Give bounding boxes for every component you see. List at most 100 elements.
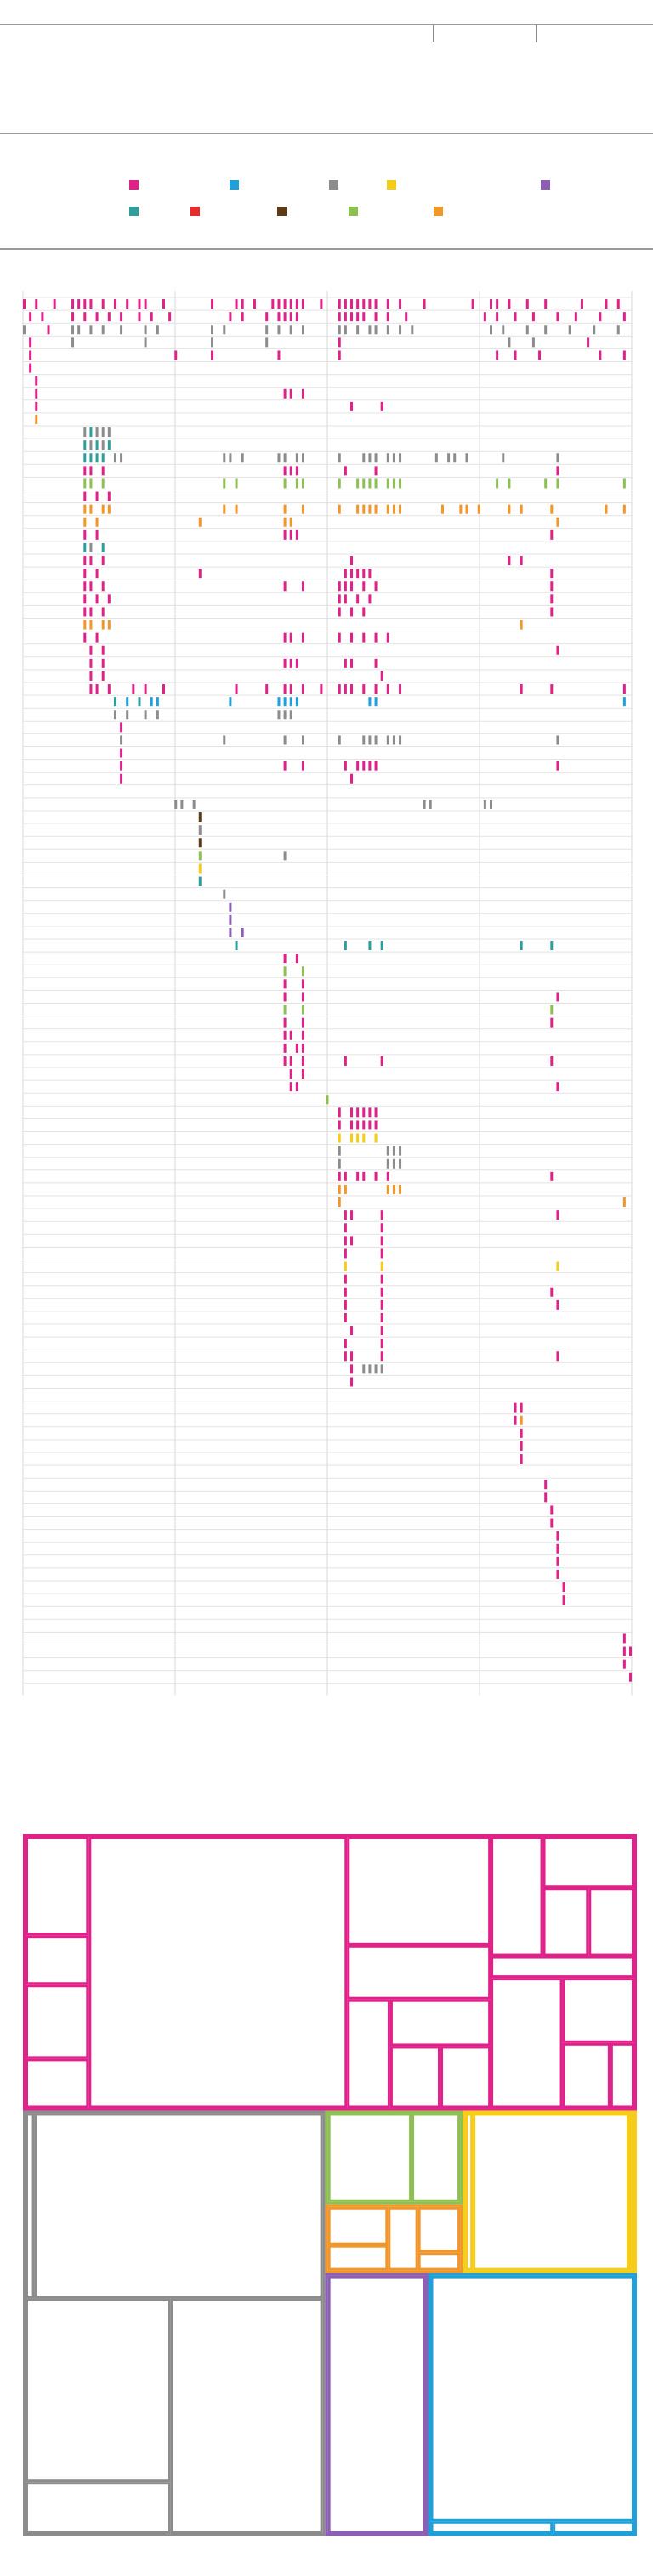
heatmap-mark <box>520 1441 523 1451</box>
heatmap-mark <box>338 1158 341 1169</box>
heatmap-mark <box>83 427 87 438</box>
top-tick-1 <box>433 24 434 42</box>
heatmap-mark <box>520 941 523 951</box>
heatmap-mark <box>198 517 202 527</box>
heatmap-mark <box>83 556 87 566</box>
heatmap-mark <box>265 312 269 322</box>
heatmap-mark <box>162 299 165 309</box>
heatmap-mark <box>95 427 99 438</box>
heatmap-mark <box>368 1120 372 1130</box>
treemap-cell-magenta <box>88 1837 348 2109</box>
heatmap-mark <box>350 401 354 411</box>
heatmap-mark <box>520 504 523 514</box>
heatmap-mark <box>211 299 214 309</box>
heatmap-mark <box>447 453 451 463</box>
heatmap-mark <box>295 658 298 668</box>
heatmap-mark <box>508 556 511 566</box>
treemap-cell-magenta <box>389 1999 491 2047</box>
heatmap-mark <box>605 504 608 514</box>
heatmap-mark <box>556 517 559 527</box>
heatmap-mark <box>350 632 354 643</box>
heatmap-mark <box>283 388 287 399</box>
heatmap-mark <box>320 299 323 309</box>
heatmap-mark <box>550 569 554 579</box>
heatmap-mark <box>229 914 232 925</box>
heatmap-mark <box>89 427 93 438</box>
heatmap-mark <box>107 504 111 514</box>
treemap-cell-magenta <box>588 1888 634 1956</box>
heatmap-mark <box>83 466 87 476</box>
heatmap-mark <box>168 312 172 322</box>
heatmap-mark <box>622 697 626 707</box>
heatmap-mark <box>338 1146 341 1156</box>
heatmap-mark <box>241 312 244 322</box>
heatmap-mark <box>356 1120 360 1130</box>
heatmap-mark <box>192 799 196 809</box>
heatmap-mark <box>380 1287 383 1297</box>
heatmap-mark <box>23 325 26 335</box>
legend-swatch-yellow <box>387 180 396 190</box>
heatmap-mark <box>350 569 354 579</box>
heatmap-mark <box>126 710 129 720</box>
heatmap-mark <box>392 504 395 514</box>
heatmap-mark <box>350 556 354 566</box>
heatmap-mark <box>362 735 366 745</box>
heatmap-mark <box>253 299 256 309</box>
heatmap-mark <box>83 632 87 643</box>
heatmap-mark <box>223 478 226 489</box>
heatmap-mark <box>241 453 244 463</box>
heatmap-mark <box>380 1364 383 1374</box>
heatmap-mark <box>374 581 378 592</box>
heatmap-mark <box>35 299 38 309</box>
heatmap-mark <box>550 1505 554 1515</box>
heatmap-mark <box>344 1299 347 1310</box>
heatmap-mark <box>502 453 505 463</box>
top-rule <box>0 24 653 25</box>
heatmap-mark <box>380 671 383 681</box>
heatmap-mark <box>71 312 75 322</box>
heatmap-mark <box>283 697 287 707</box>
heatmap-mark <box>356 325 360 335</box>
heatmap-mark <box>374 453 378 463</box>
heatmap-mark <box>496 350 499 360</box>
heatmap-mark <box>41 312 44 322</box>
heatmap-mark <box>83 607 87 617</box>
heatmap-mark <box>344 1184 347 1194</box>
heatmap-mark <box>344 569 347 579</box>
treemap-cell-orange <box>327 2245 389 2271</box>
heatmap-mark <box>283 954 287 964</box>
heatmap-mark <box>83 620 87 630</box>
heatmap-mark <box>465 504 468 514</box>
heatmap-mark <box>89 478 93 489</box>
heatmap-mark <box>198 825 202 835</box>
heatmap-mark <box>490 299 493 309</box>
heatmap-mark <box>556 735 559 745</box>
heatmap-mark <box>514 1402 517 1413</box>
heatmap-mark <box>229 453 232 463</box>
heatmap-mark <box>380 1351 383 1362</box>
heatmap-mark <box>89 620 93 630</box>
heatmap-mark <box>83 594 87 604</box>
heatmap-mark <box>550 504 554 514</box>
heatmap-mark <box>295 478 298 489</box>
heatmap-mark <box>235 478 238 489</box>
heatmap-mark <box>126 299 129 309</box>
heatmap-mark <box>374 684 378 694</box>
heatmap-mark <box>289 312 292 322</box>
heatmap-mark <box>301 1069 304 1079</box>
treemap-cell-magenta <box>491 1978 563 2109</box>
heatmap-mark <box>496 478 499 489</box>
heatmap-mark <box>587 337 590 348</box>
heatmap-mark <box>101 427 105 438</box>
heatmap-mark <box>392 1146 395 1156</box>
heatmap-mark <box>150 312 153 322</box>
treemap-group-yellow <box>463 2110 637 2273</box>
heatmap-mark <box>289 529 292 540</box>
heatmap-mark <box>556 466 559 476</box>
heatmap-mark <box>338 1133 341 1143</box>
heatmap-mark <box>283 1043 287 1053</box>
heatmap-mark <box>556 1082 559 1092</box>
heatmap-mark <box>35 401 38 411</box>
heatmap-mark <box>289 1069 292 1079</box>
heatmap-mark <box>344 1171 347 1181</box>
